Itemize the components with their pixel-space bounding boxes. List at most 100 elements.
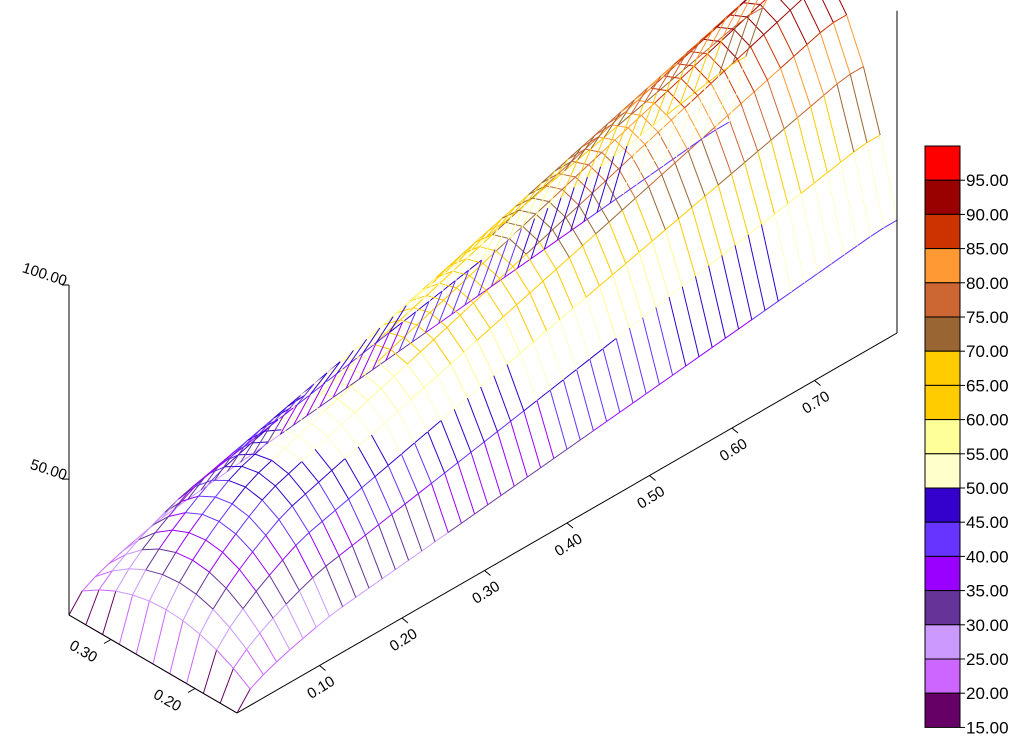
mesh-line <box>248 516 267 536</box>
mesh-line <box>350 386 369 401</box>
mesh-line <box>704 196 723 256</box>
mesh-line <box>128 568 146 571</box>
mesh-line <box>639 92 658 136</box>
mesh-line <box>272 603 287 619</box>
mesh-line <box>774 213 792 293</box>
mesh-line <box>386 331 404 338</box>
mesh-line <box>685 356 700 367</box>
mesh-line <box>288 473 306 495</box>
mesh-line <box>298 590 317 628</box>
mesh-line <box>290 404 308 409</box>
z-tick-label: 100.00 <box>20 259 69 289</box>
mesh-line <box>338 555 357 598</box>
legend-label: 50.00 <box>966 479 1009 498</box>
mesh-line <box>545 185 563 190</box>
mesh-line <box>325 555 340 567</box>
mesh-line <box>744 150 759 163</box>
mesh-line <box>428 271 447 302</box>
mesh-line <box>546 330 564 380</box>
mesh-line <box>593 421 607 432</box>
mesh-line <box>168 512 186 517</box>
mesh-line <box>188 514 203 533</box>
mesh-line <box>559 307 574 320</box>
mesh-line <box>689 138 703 149</box>
mesh-line <box>337 386 352 400</box>
legend-swatch <box>924 419 961 455</box>
mesh-line <box>575 176 593 194</box>
mesh-line <box>787 203 806 283</box>
y-tick-label: 0.20 <box>150 686 184 715</box>
mesh-line <box>720 28 735 42</box>
mesh-line <box>239 569 257 592</box>
mesh-line <box>692 47 711 95</box>
mesh-line <box>652 81 671 126</box>
mesh-line <box>456 287 474 304</box>
mesh-line <box>836 83 855 153</box>
mesh-line <box>757 139 772 152</box>
mesh-line <box>187 489 202 500</box>
mesh-line <box>427 431 446 474</box>
mesh-line <box>720 41 738 60</box>
mesh-line <box>668 296 687 367</box>
mesh-line <box>661 162 676 176</box>
mesh-line <box>228 465 243 481</box>
mesh-line <box>270 406 288 426</box>
mesh-line <box>248 499 263 517</box>
mesh-line <box>363 373 382 389</box>
mesh-line <box>830 254 845 265</box>
mesh-line <box>230 439 249 458</box>
mesh-line <box>347 356 361 370</box>
mesh-line <box>181 486 196 502</box>
mesh-line <box>447 522 462 533</box>
mesh-line <box>643 76 662 104</box>
mesh-line <box>641 115 659 133</box>
mesh-line <box>638 252 657 308</box>
mesh-line <box>524 193 539 206</box>
mesh-line <box>415 282 434 312</box>
mesh-line <box>345 352 364 389</box>
mesh-line <box>309 372 328 395</box>
mesh-line <box>789 9 808 45</box>
mesh-line <box>302 626 317 639</box>
mesh-line <box>494 215 513 250</box>
mesh-line <box>512 266 531 294</box>
mesh-line <box>213 471 228 482</box>
mesh-line <box>573 148 592 188</box>
mesh-line <box>511 194 529 217</box>
mesh-line <box>740 103 759 152</box>
mesh-line <box>467 386 481 399</box>
mesh-line <box>385 350 400 361</box>
mesh-line <box>115 568 130 592</box>
mesh-line <box>727 103 742 116</box>
mesh-line <box>552 229 570 258</box>
legend-swatch <box>924 350 961 386</box>
mesh-line <box>843 245 858 256</box>
mesh-line <box>292 394 311 426</box>
mesh-line <box>620 99 639 113</box>
mesh-line <box>555 257 570 270</box>
mesh-line <box>780 68 798 118</box>
mesh-line <box>332 387 347 398</box>
mesh-line <box>840 151 855 163</box>
mesh-line <box>457 451 472 464</box>
mesh-line <box>307 404 325 412</box>
mesh-line <box>668 286 683 298</box>
axes: 0.10 0.20 0.30 0.40 0.50 0.60 0.70 0.20 0.30 50.0… <box>20 10 898 715</box>
mesh-line <box>304 493 323 522</box>
mesh-line <box>279 404 298 435</box>
mesh-line <box>583 166 602 222</box>
mesh-line <box>295 545 314 578</box>
mesh-line <box>567 146 582 160</box>
mesh-line <box>481 226 500 261</box>
mesh-line <box>702 129 717 139</box>
mesh-line <box>823 95 842 163</box>
mesh-line <box>679 93 694 105</box>
mesh-line <box>674 150 689 164</box>
mesh-line <box>656 64 675 93</box>
mesh-line <box>679 58 698 105</box>
mesh-line <box>145 548 160 571</box>
mesh-line <box>657 131 676 164</box>
mesh-line <box>533 330 547 343</box>
legend-label: 35.00 <box>966 582 1009 601</box>
mesh-line <box>155 516 169 533</box>
